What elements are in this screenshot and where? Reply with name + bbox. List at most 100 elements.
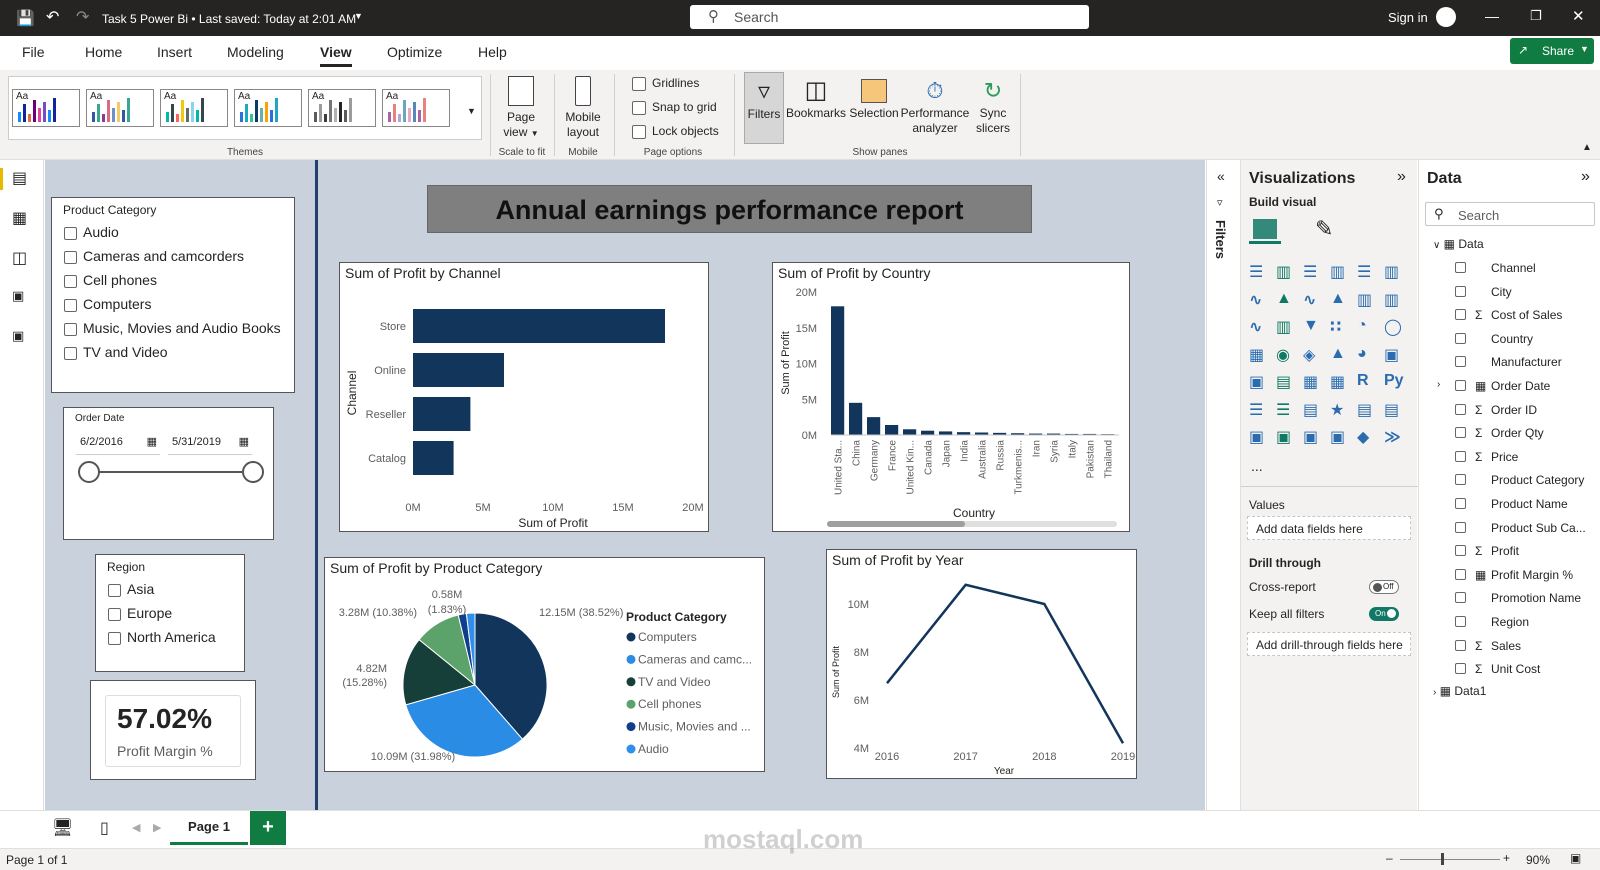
mobile-layout-button[interactable]: Mobile layout xyxy=(558,76,608,140)
visual-type-icon[interactable]: ★ xyxy=(1330,401,1345,419)
report-title[interactable]: Annual earnings performance report xyxy=(427,185,1032,233)
visual-type-icon[interactable]: ☰ xyxy=(1249,401,1264,419)
sync-slicers-button[interactable]: ↻ Sync slicers xyxy=(970,76,1016,136)
chart-profit-by-country[interactable]: Sum of Profit by Country 0M 5M 10M 15M 20M Un… xyxy=(772,262,1130,532)
bookmarks-pane-button[interactable]: ◫ Bookmarks xyxy=(786,76,846,121)
legend-item[interactable]: TV and Video xyxy=(638,675,711,689)
mobile-layout-icon[interactable]: ▯ xyxy=(100,820,109,837)
cross-report-toggle[interactable]: Off xyxy=(1369,580,1399,594)
bar[interactable] xyxy=(413,309,665,343)
sign-in-link[interactable]: Sign in xyxy=(1388,10,1428,25)
visual-type-icon[interactable]: Py xyxy=(1384,372,1404,389)
visual-type-icon[interactable]: ◈ xyxy=(1303,346,1316,364)
theme-tile[interactable]: Aa xyxy=(12,89,80,127)
slicer-item-asia[interactable]: Asia xyxy=(108,581,216,597)
close-icon[interactable]: ✕ xyxy=(1572,8,1585,25)
checkbox[interactable] xyxy=(1455,332,1466,344)
chevron-down-icon[interactable]: ∨ xyxy=(1433,240,1441,251)
dax-query-icon[interactable]: ▣ xyxy=(12,288,25,303)
bar[interactable] xyxy=(413,441,454,475)
legend-item[interactable]: Music, Movies and ... xyxy=(638,720,751,734)
report-canvas[interactable]: Annual earnings performance report Produ… xyxy=(45,160,1205,810)
pie-slice[interactable] xyxy=(402,638,477,706)
checkbox[interactable] xyxy=(1455,380,1466,391)
checkbox[interactable] xyxy=(64,226,77,240)
file-title[interactable]: Task 5 Power Bi • Last saved: Today at 2… xyxy=(102,12,357,26)
tmdl-view-icon[interactable]: ▣ xyxy=(12,328,25,343)
checkbox[interactable] xyxy=(1455,616,1466,627)
visual-type-icon[interactable]: ▦ xyxy=(1303,374,1319,391)
chart-profit-by-category[interactable]: Sum of Profit by Product Category 12.15M… xyxy=(324,557,765,772)
slicer-item-cameras[interactable]: Cameras and camcorders xyxy=(64,248,281,264)
tab-help[interactable]: Help xyxy=(478,44,507,60)
slicer-item-north-america[interactable]: North America xyxy=(108,629,216,645)
legend-item[interactable]: Cameras and camc... xyxy=(638,652,752,666)
redo-icon[interactable]: ↷ xyxy=(76,9,90,26)
end-date-handle[interactable] xyxy=(242,461,264,483)
tab-insert[interactable]: Insert xyxy=(157,44,193,60)
theme-tile[interactable]: Aa xyxy=(382,89,450,127)
table-view-icon[interactable]: ▦ xyxy=(12,210,28,227)
checkbox[interactable] xyxy=(108,583,121,597)
visual-type-icon[interactable]: ☰ xyxy=(1249,264,1264,281)
save-icon[interactable]: 💾 xyxy=(16,10,35,27)
visual-type-icon[interactable]: ▣ xyxy=(1276,429,1292,446)
bar[interactable] xyxy=(1011,433,1025,435)
checkbox[interactable] xyxy=(1455,663,1466,675)
expand-filters-icon[interactable]: « xyxy=(1217,168,1225,184)
visual-type-icon[interactable]: ▼ xyxy=(1303,317,1319,334)
snap-to-grid-checkbox[interactable]: Snap to grid xyxy=(632,100,717,115)
visual-type-icon[interactable]: ▤ xyxy=(1384,401,1400,419)
checkbox[interactable] xyxy=(108,607,121,621)
legend-item[interactable]: Cell phones xyxy=(638,697,701,711)
visual-type-icon[interactable]: R xyxy=(1357,372,1369,389)
visual-type-icon[interactable]: ▥ xyxy=(1276,319,1292,336)
visual-type-icon[interactable]: ∿ xyxy=(1249,291,1263,309)
legend-item[interactable]: Audio xyxy=(638,742,669,756)
theme-tile[interactable]: Aa xyxy=(160,89,228,127)
fit-to-page-icon[interactable]: ▣ xyxy=(1570,851,1582,865)
theme-tile[interactable]: Aa xyxy=(86,89,154,127)
visual-type-icon[interactable]: ▦ xyxy=(1330,374,1346,391)
bar[interactable] xyxy=(957,432,971,435)
scrollbar-thumb[interactable] xyxy=(827,521,965,527)
visual-type-icon[interactable]: ≫ xyxy=(1384,429,1401,446)
checkbox[interactable] xyxy=(1455,639,1466,651)
calendar-icon[interactable]: ▦ xyxy=(238,436,249,448)
checkbox[interactable] xyxy=(1455,285,1466,297)
slicer-item-music[interactable]: Music, Movies and Audio Books xyxy=(64,320,281,336)
checkbox[interactable] xyxy=(1455,427,1466,439)
drill-through-drop-zone[interactable]: Add drill-through fields here xyxy=(1247,632,1411,656)
chevron-right-icon[interactable]: › xyxy=(1433,687,1437,698)
bar[interactable] xyxy=(1047,433,1061,435)
theme-tile[interactable]: Aa xyxy=(234,89,302,127)
pie-slice[interactable] xyxy=(465,612,476,686)
slicer-item-audio[interactable]: Audio xyxy=(64,224,281,240)
bar[interactable] xyxy=(413,353,504,387)
series-line[interactable] xyxy=(886,583,1125,744)
visual-type-icon[interactable]: ▥ xyxy=(1384,291,1400,309)
model-view-icon[interactable]: ◫ xyxy=(12,250,28,267)
visual-type-icon[interactable]: ∷ xyxy=(1330,319,1342,336)
zoom-out-icon[interactable]: – xyxy=(1386,851,1393,865)
visual-type-icon[interactable]: ▲ xyxy=(1330,289,1346,307)
bar[interactable] xyxy=(1029,433,1043,435)
slicer-item-cell-phones[interactable]: Cell phones xyxy=(64,272,281,288)
visual-type-icon[interactable]: ▣ xyxy=(1303,429,1319,446)
build-visual-tab[interactable] xyxy=(1249,216,1281,244)
checkbox[interactable] xyxy=(1455,498,1466,509)
chevron-down-icon[interactable]: ▼ xyxy=(354,11,363,21)
visual-type-icon[interactable]: ▤ xyxy=(1276,374,1292,391)
format-visual-icon[interactable]: ✎ xyxy=(1315,216,1334,241)
report-view-icon[interactable]: ▤ xyxy=(12,170,28,187)
checkbox[interactable] xyxy=(64,322,77,336)
bar[interactable] xyxy=(921,430,935,435)
bar[interactable] xyxy=(993,432,1007,435)
bar[interactable] xyxy=(903,429,917,435)
visual-type-icon[interactable]: ◯ xyxy=(1384,319,1402,336)
checkbox[interactable] xyxy=(108,631,121,645)
slicer-item-europe[interactable]: Europe xyxy=(108,605,216,621)
table-data-node[interactable]: ∨ ▦ Data xyxy=(1433,237,1484,251)
slicer-item-tv[interactable]: TV and Video xyxy=(64,344,281,360)
checkbox[interactable] xyxy=(1455,403,1466,415)
